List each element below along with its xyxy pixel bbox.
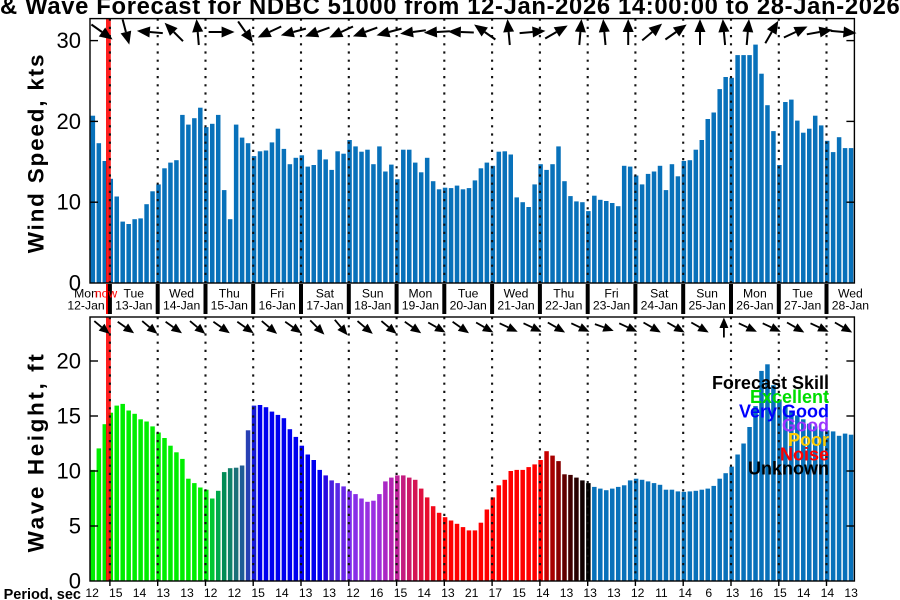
svg-text:16: 16 (370, 586, 384, 600)
svg-text:15: 15 (394, 586, 408, 600)
svg-text:13: 13 (441, 586, 455, 600)
svg-text:Mon: Mon (409, 287, 433, 301)
svg-text:14: 14 (133, 586, 147, 600)
svg-text:0: 0 (69, 569, 81, 594)
svg-text:Excellent: Excellent (750, 387, 829, 407)
svg-text:24-Jan: 24-Jan (641, 299, 678, 313)
svg-text:5: 5 (69, 514, 81, 539)
svg-text:Tue: Tue (124, 287, 145, 301)
svg-text:23-Jan: 23-Jan (593, 299, 630, 313)
svg-text:28-Jan: 28-Jan (832, 299, 869, 313)
svg-text:15: 15 (773, 586, 787, 600)
svg-text:14: 14 (417, 586, 431, 600)
svg-text:12: 12 (85, 586, 99, 600)
svg-text:0: 0 (69, 271, 81, 296)
svg-text:20-Jan: 20-Jan (450, 299, 487, 313)
svg-text:15: 15 (109, 586, 123, 600)
svg-text:17-Jan: 17-Jan (306, 299, 343, 313)
svg-text:13: 13 (844, 586, 858, 600)
svg-text:Period, sec: Period, sec (4, 587, 81, 600)
svg-text:14: 14 (678, 586, 692, 600)
svg-text:27-Jan: 27-Jan (784, 299, 821, 313)
svg-text:Fri: Fri (604, 287, 618, 301)
svg-text:14: 14 (275, 586, 289, 600)
svg-text:Sun: Sun (362, 287, 384, 301)
svg-text:12: 12 (631, 586, 645, 600)
svg-text:13: 13 (180, 586, 194, 600)
svg-text:Wed: Wed (169, 287, 194, 301)
svg-text:Sat: Sat (650, 287, 669, 301)
svg-text:26-Jan: 26-Jan (736, 299, 773, 313)
svg-text:11: 11 (655, 586, 668, 600)
svg-text:Mon: Mon (743, 287, 767, 301)
svg-text:Very Good: Very Good (739, 401, 829, 421)
svg-text:Sun: Sun (696, 287, 718, 301)
svg-text:14: 14 (536, 586, 550, 600)
svg-text:Noise: Noise (780, 444, 829, 464)
svg-text:Tue: Tue (458, 287, 479, 301)
svg-text:14: 14 (797, 586, 811, 600)
svg-text:Forecast Skill: Forecast Skill (712, 373, 829, 393)
svg-text:Mon: Mon (74, 287, 98, 301)
svg-text:14-Jan: 14-Jan (163, 299, 200, 313)
svg-text:30: 30 (57, 28, 81, 53)
svg-text:13-Jan: 13-Jan (115, 299, 152, 313)
svg-text:13: 13 (607, 586, 621, 600)
svg-text:16: 16 (750, 586, 764, 600)
svg-text:Sat: Sat (316, 287, 335, 301)
svg-text:12: 12 (204, 586, 218, 600)
svg-text:19-Jan: 19-Jan (402, 299, 439, 313)
svg-text:20: 20 (57, 349, 81, 374)
svg-text:13: 13 (583, 586, 597, 600)
svg-text:13: 13 (299, 586, 313, 600)
svg-text:Wind Speed, kts: Wind Speed, kts (24, 53, 49, 254)
svg-text:10: 10 (57, 190, 81, 215)
svg-text:20: 20 (57, 109, 81, 134)
svg-text:Unknown: Unknown (748, 459, 829, 479)
svg-text:21-Jan: 21-Jan (497, 299, 534, 313)
svg-text:Fri: Fri (270, 287, 284, 301)
svg-text:10: 10 (57, 459, 81, 484)
svg-text:now: now (95, 287, 118, 301)
svg-text:15: 15 (512, 586, 526, 600)
svg-text:Wave Height, ft: Wave Height, ft (24, 352, 49, 553)
svg-text:12: 12 (346, 586, 360, 600)
svg-text:Wed: Wed (504, 287, 529, 301)
svg-text:25-Jan: 25-Jan (688, 299, 725, 313)
svg-text:13: 13 (726, 586, 740, 600)
svg-text:13: 13 (323, 586, 337, 600)
svg-text:6: 6 (705, 586, 712, 600)
svg-text:15: 15 (57, 404, 81, 429)
svg-text:14: 14 (821, 586, 835, 600)
svg-text:Tue: Tue (792, 287, 813, 301)
svg-text:17: 17 (489, 586, 503, 600)
svg-text:Thu: Thu (219, 287, 240, 301)
svg-text:13: 13 (157, 586, 171, 600)
svg-text:12: 12 (228, 586, 242, 600)
svg-text:22-Jan: 22-Jan (545, 299, 582, 313)
svg-text:15-Jan: 15-Jan (211, 299, 248, 313)
svg-text:Poor: Poor (788, 430, 829, 450)
svg-text:18-Jan: 18-Jan (354, 299, 391, 313)
svg-text:12-Jan: 12-Jan (67, 299, 104, 313)
svg-text:13: 13 (560, 586, 574, 600)
svg-text:Wed: Wed (838, 287, 863, 301)
svg-text:16-Jan: 16-Jan (258, 299, 295, 313)
svg-text:& Wave Forecast for NDBC 51000: & Wave Forecast for NDBC 51000 from 12-J… (0, 0, 900, 20)
svg-text:21: 21 (465, 586, 479, 600)
svg-text:15: 15 (251, 586, 265, 600)
svg-text:Thu: Thu (553, 287, 574, 301)
svg-text:Good: Good (782, 416, 829, 436)
